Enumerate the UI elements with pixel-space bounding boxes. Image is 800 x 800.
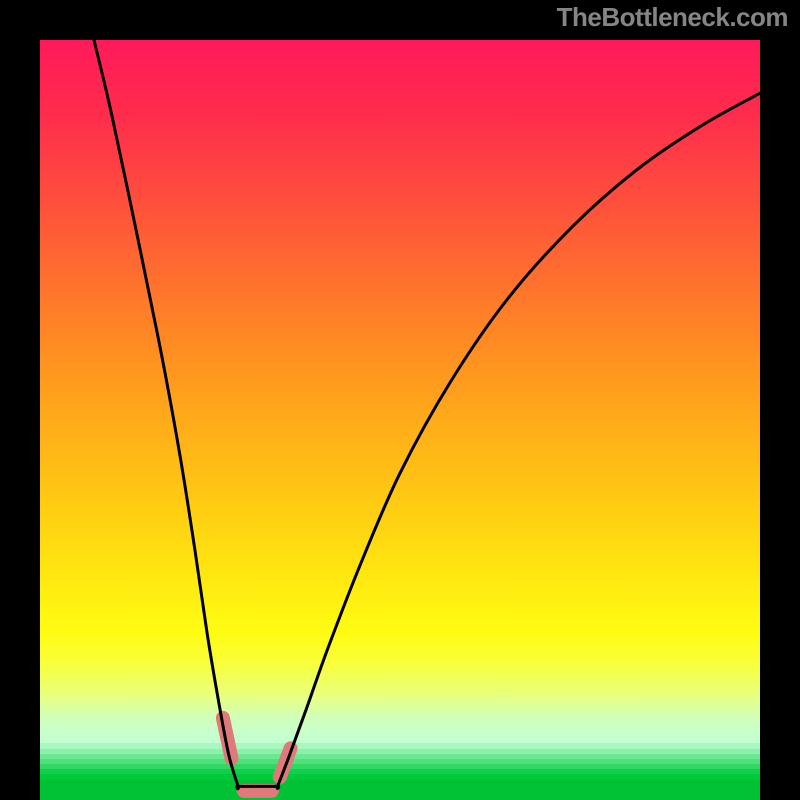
plot-area xyxy=(40,40,760,800)
watermark-title: TheBottleneck.com xyxy=(557,2,788,33)
bottom-stripe-stack xyxy=(40,743,760,800)
chart-root: TheBottleneck.com xyxy=(0,0,800,800)
green-stripe xyxy=(40,780,760,800)
plot-background-gradient xyxy=(40,40,760,800)
